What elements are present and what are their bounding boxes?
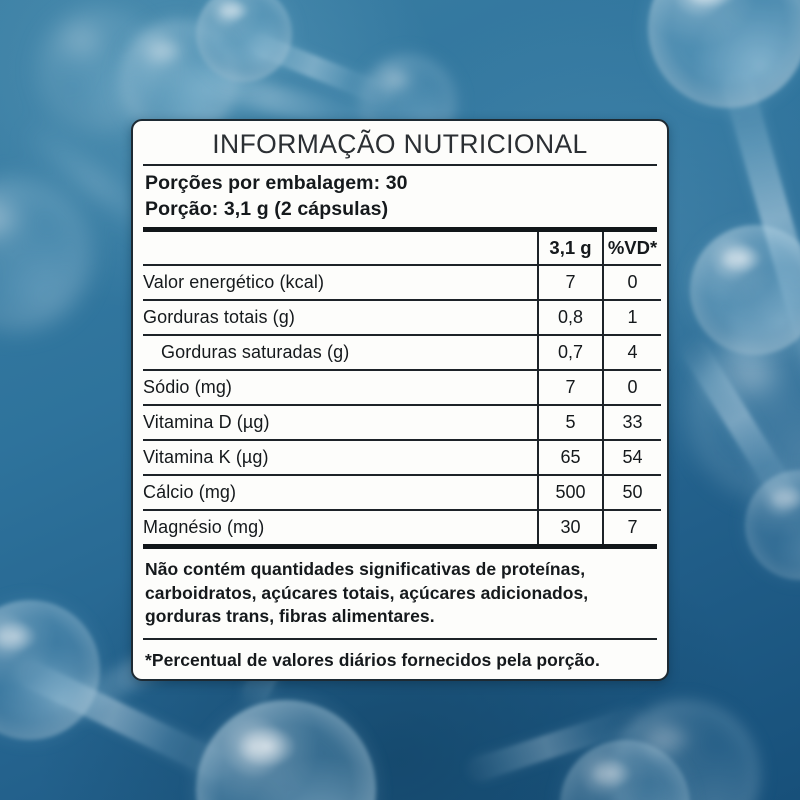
nutrient-daily-value: 7 [602,509,661,544]
nutrient-amount: 7 [537,369,603,406]
nutrient-amount: 65 [537,439,603,476]
nutrient-daily-value: 1 [602,299,661,336]
nutrition-facts-card: INFORMAÇÃO NUTRICIONAL Porções por embal… [131,119,669,681]
column-header-amount: 3,1 g [537,231,603,266]
nutrient-daily-value: 54 [602,439,661,476]
nutrient-amount: 500 [537,474,603,511]
nutrient-name: Sódio (mg) [143,369,538,406]
nutrient-daily-value: 4 [602,334,661,371]
glass-sphere [690,225,800,355]
glass-sphere [0,180,90,330]
nutrient-amount: 7 [537,264,603,301]
column-header-nutrient [143,231,538,266]
nutrition-table: 3,1 g %VD* Valor energético (kcal) 7 0 G… [143,231,661,544]
glass-sphere [196,0,292,82]
table-row: Vitamina K (µg) 65 54 [143,439,661,476]
table-row: Gorduras saturadas (g) 0,7 4 [143,334,661,371]
serving-size: Porção: 3,1 g (2 cápsulas) [145,198,389,221]
divider-table-top [143,226,657,232]
nutrient-name: Vitamina K (µg) [143,439,538,476]
daily-value-footnote: *Percentual de valores diários fornecido… [145,650,600,671]
divider-table-bottom [143,543,657,549]
table-row: Magnésio (mg) 30 7 [143,509,661,544]
nutrient-name: Vitamina D (µg) [143,404,538,441]
nutrient-amount: 0,7 [537,334,603,371]
table-row: Gorduras totais (g) 0,8 1 [143,299,661,336]
table-row: Cálcio (mg) 500 50 [143,474,661,511]
nutrient-name: Valor energético (kcal) [143,264,538,301]
table-body: Valor energético (kcal) 7 0 Gorduras tot… [143,264,661,544]
table-row: Valor energético (kcal) 7 0 [143,264,661,301]
page-title: INFORMAÇÃO NUTRICIONAL [212,129,588,159]
not-significant-note: Não contém quantidades significativas de… [145,558,589,627]
glass-sphere [648,0,800,108]
nutrient-daily-value: 0 [602,369,661,406]
nutrient-amount: 30 [537,509,603,544]
glass-sphere [0,600,100,740]
table-row: Sódio (mg) 7 0 [143,369,661,406]
glass-sphere [40,10,160,130]
table-row: Vitamina D (µg) 5 33 [143,404,661,441]
divider-footnote [143,638,657,641]
table-header-row: 3,1 g %VD* [143,231,661,266]
servings-per-package: Porções por embalagem: 30 [145,171,408,194]
table-header: 3,1 g %VD* [143,231,661,266]
nutrient-amount: 0,8 [537,299,603,336]
nutrient-name: Gorduras totais (g) [143,299,538,336]
nutrient-name: Gorduras saturadas (g) [143,334,538,371]
nutrient-daily-value: 33 [602,404,661,441]
column-header-daily-value: %VD* [602,231,661,266]
nutrient-daily-value: 0 [602,264,661,301]
nutrient-amount: 5 [537,404,603,441]
nutrient-name: Magnésio (mg) [143,516,265,537]
divider-title [143,163,657,166]
nutrient-daily-value: 50 [602,474,661,511]
glass-sphere [196,700,376,800]
nutrient-name: Cálcio (mg) [143,474,538,511]
